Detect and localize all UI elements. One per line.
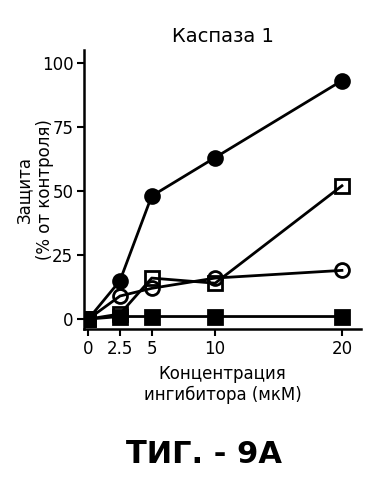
Text: ΤИГ. - 9А: ΤИГ. - 9А — [126, 440, 281, 469]
Title: Каспаза 1: Каспаза 1 — [172, 26, 274, 45]
Y-axis label: Защита
(% от контроля): Защита (% от контроля) — [15, 119, 54, 260]
X-axis label: Концентрация
ингибитора (мкМ): Концентрация ингибитора (мкМ) — [144, 365, 301, 405]
